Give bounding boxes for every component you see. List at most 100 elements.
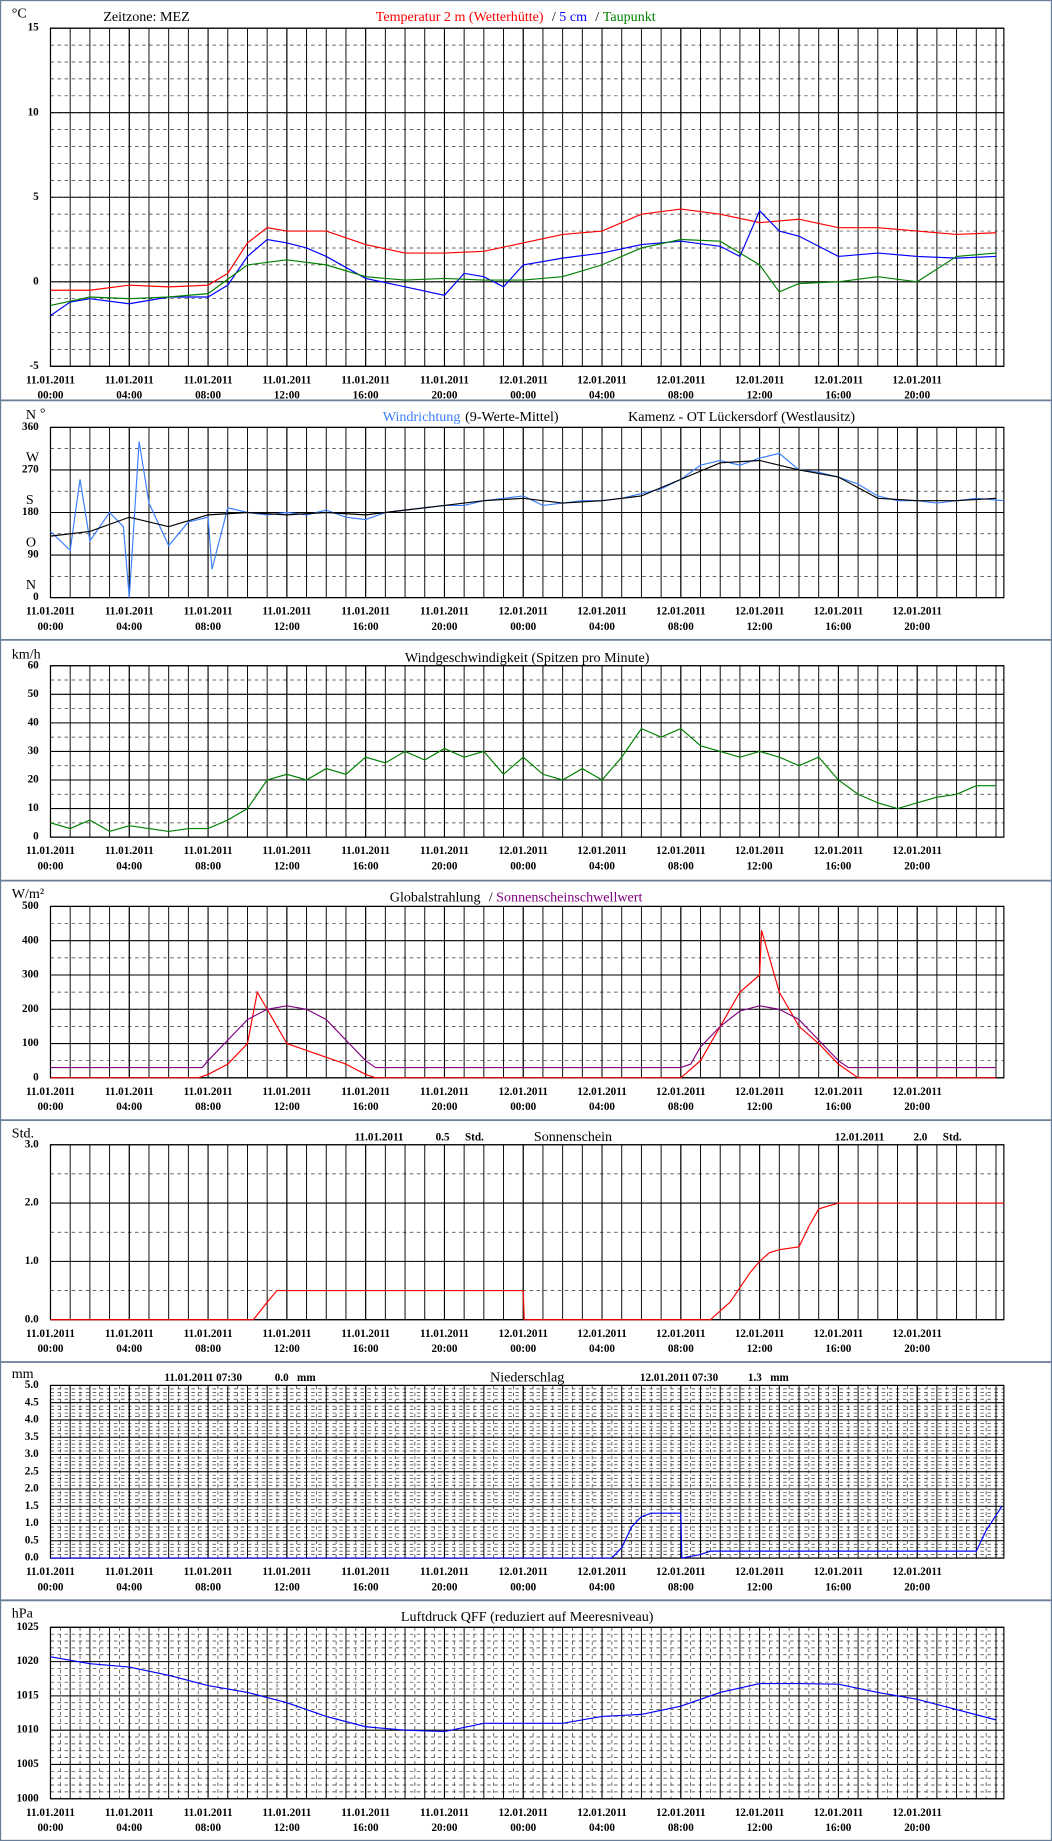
annotation: 11.01.2011 xyxy=(355,1131,404,1143)
y-tick-label: 50 xyxy=(28,688,40,700)
x-tick-label: 11.01.2011 04:00 xyxy=(105,1327,154,1354)
y-tick-label: 2.0 xyxy=(25,1483,39,1495)
series-line xyxy=(50,208,997,291)
x-tick-label: 12.01.2011 04:00 xyxy=(577,374,627,401)
series-line xyxy=(50,459,997,537)
x-tick-label: 11.01.2011 20:00 xyxy=(420,605,469,632)
x-tick-label: 12.01.2011 08:00 xyxy=(656,1806,706,1833)
chart-title: Luftdruck QFF (reduziert auf Meeresnivea… xyxy=(401,1609,654,1625)
x-tick-label: 12.01.2011 20:00 xyxy=(892,845,942,872)
y-tick-label: 10 xyxy=(28,106,40,118)
x-tick-label: 12.01.2011 12:00 xyxy=(735,605,785,632)
x-tick-label: 11.01.2011 16:00 xyxy=(341,605,390,632)
y-tick-label: 1020 xyxy=(16,1655,39,1667)
y-tick-label: 1.5 xyxy=(25,1500,39,1512)
legend-entry: Sonnenscheinschwellwert xyxy=(496,889,642,905)
x-tick-label: 12.01.2011 12:00 xyxy=(735,1566,785,1593)
x-tick-label: 12.01.2011 12:00 xyxy=(735,374,785,401)
y-tick-label: 1015 xyxy=(16,1689,39,1701)
x-tick-label: 12.01.2011 16:00 xyxy=(814,374,864,401)
y-tick-label: 10 xyxy=(28,802,40,814)
x-tick-label: 11.01.2011 08:00 xyxy=(184,1566,233,1593)
y-tick-label: 5 xyxy=(33,191,39,203)
y-tick-label: 0.5 xyxy=(25,1534,39,1546)
legend-entry: Temperatur 2 m (Wetterhütte) xyxy=(376,9,544,25)
x-tick-label: 12.01.2011 04:00 xyxy=(577,1806,627,1833)
x-tick-label: 12.01.2011 04:00 xyxy=(577,845,627,872)
x-tick-label: 11.01.2011 00:00 xyxy=(26,1327,75,1354)
x-tick-label: 11.01.2011 16:00 xyxy=(341,1085,390,1112)
y-tick-label: 60 xyxy=(28,659,40,671)
x-tick-label: 11.01.2011 08:00 xyxy=(184,374,233,401)
x-tick-label: 11.01.2011 08:00 xyxy=(184,1085,233,1112)
x-tick-label: 11.01.2011 12:00 xyxy=(262,1566,311,1593)
x-tick-label: 11.01.2011 04:00 xyxy=(105,1806,154,1833)
x-tick-label: 12.01.2011 00:00 xyxy=(498,374,548,401)
x-tick-label: 11.01.2011 16:00 xyxy=(341,1806,390,1833)
y-tick-label: 400 xyxy=(22,934,39,946)
x-tick-label: 12.01.2011 12:00 xyxy=(735,1806,785,1833)
x-tick-label: 12.01.2011 16:00 xyxy=(814,605,864,632)
annotation: mm xyxy=(770,1372,789,1384)
y-tick-label: 500 xyxy=(22,900,39,912)
legend-entry: Windrichtung xyxy=(383,409,461,425)
series-line xyxy=(50,238,997,307)
x-tick-label: 12.01.2011 08:00 xyxy=(656,1327,706,1354)
x-tick-label: 12.01.2011 00:00 xyxy=(498,1327,548,1354)
plot-area xyxy=(50,906,1004,1078)
x-tick-label: 12.01.2011 08:00 xyxy=(656,1566,706,1593)
x-tick-label: 11.01.2011 16:00 xyxy=(341,845,390,872)
x-tick-label: 12.01.2011 04:00 xyxy=(577,605,627,632)
x-tick-label: 12.01.2011 20:00 xyxy=(892,1327,942,1354)
series-line xyxy=(50,727,996,833)
y-tick-label: 3.0 xyxy=(25,1138,39,1150)
legend-separator: / xyxy=(489,889,493,905)
compass-label: O xyxy=(26,535,36,551)
x-tick-label: 11.01.2011 04:00 xyxy=(105,374,154,401)
x-tick-label: 11.01.2011 04:00 xyxy=(105,845,154,872)
y-tick-label: 30 xyxy=(28,745,40,757)
annotation: 0.0 xyxy=(275,1372,289,1384)
x-tick-label: 12.01.2011 20:00 xyxy=(892,605,942,632)
y-tick-label: 40 xyxy=(28,716,40,728)
y-tick-label: 0.0 xyxy=(25,1313,39,1325)
y-tick-label: 180 xyxy=(22,506,39,518)
plot-border xyxy=(49,27,1005,367)
x-tick-label: 11.01.2011 12:00 xyxy=(262,1327,311,1354)
y-axis-unit: mm xyxy=(12,1366,34,1382)
x-tick-label: 11.01.2011 12:00 xyxy=(262,1806,311,1833)
x-tick-label: 12.01.2011 00:00 xyxy=(498,1085,548,1112)
x-tick-label: 12.01.2011 00:00 xyxy=(498,605,548,632)
annotation: Std. xyxy=(465,1131,484,1143)
legend-separator: / xyxy=(552,9,556,25)
x-tick-label: 12.01.2011 04:00 xyxy=(577,1566,627,1593)
subtitle: Zeitzone: MEZ xyxy=(103,9,189,25)
plot-border xyxy=(49,665,1005,838)
x-tick-label: 12.01.2011 08:00 xyxy=(656,374,706,401)
y-tick-label: 0 xyxy=(33,831,39,843)
chart-title: Windgeschwindigkeit (Spitzen pro Minute) xyxy=(405,650,650,666)
legend-entry: (9-Werte-Mittel) xyxy=(465,409,559,425)
x-tick-label: 12.01.2011 20:00 xyxy=(892,1566,942,1593)
x-tick-label: 12.01.2011 00:00 xyxy=(498,1566,548,1593)
plot-border xyxy=(49,1626,1005,1800)
y-tick-label: 1010 xyxy=(16,1724,39,1736)
x-tick-label: 11.01.2011 20:00 xyxy=(420,1327,469,1354)
y-tick-label: 1.0 xyxy=(25,1255,39,1267)
plot-border xyxy=(49,426,1005,599)
annotation: Std. xyxy=(943,1131,962,1143)
x-tick-label: 11.01.2011 16:00 xyxy=(341,374,390,401)
legend-entry: 5 cm xyxy=(559,9,587,25)
series-line xyxy=(50,209,997,317)
series-line xyxy=(50,930,996,1079)
y-tick-label: 5.0 xyxy=(25,1379,39,1391)
x-tick-label: 11.01.2011 04:00 xyxy=(105,1566,154,1593)
annotation: 11.01.2011 07:30 xyxy=(164,1372,242,1384)
y-tick-label: 200 xyxy=(22,1003,39,1015)
x-tick-label: 11.01.2011 08:00 xyxy=(184,845,233,872)
x-tick-label: 12.01.2011 00:00 xyxy=(498,1806,548,1833)
x-tick-label: 11.01.2011 04:00 xyxy=(105,605,154,632)
x-tick-label: 12.01.2011 16:00 xyxy=(814,1085,864,1112)
y-tick-label: 15 xyxy=(28,22,40,34)
x-tick-label: 11.01.2011 20:00 xyxy=(420,845,469,872)
